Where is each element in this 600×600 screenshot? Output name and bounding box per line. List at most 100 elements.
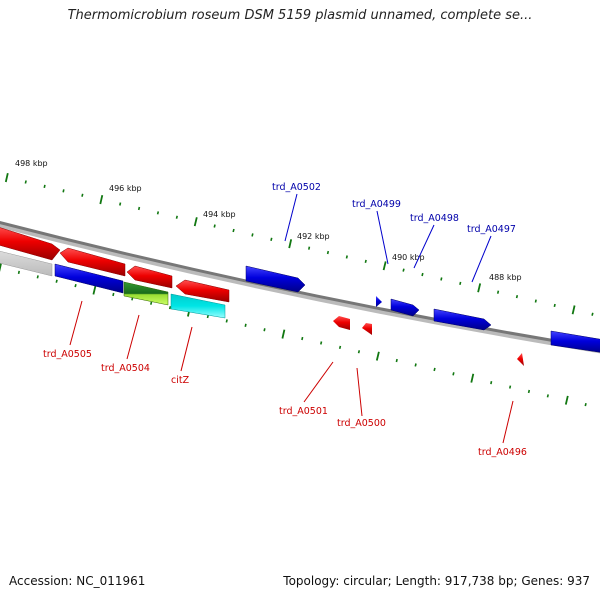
forward-leaders — [284, 193, 492, 283]
gene-trd_A0501[interactable] — [333, 316, 350, 330]
minor-tick — [119, 202, 122, 206]
minor-tick — [496, 290, 500, 294]
major-tick — [281, 329, 286, 339]
minor-tick — [402, 268, 405, 272]
minor-tick — [459, 281, 462, 285]
gene-trd_A0505[interactable] — [54, 263, 124, 294]
minor-tick — [414, 363, 417, 367]
minor-tick — [213, 224, 216, 228]
minor-tick — [534, 299, 537, 303]
minor-tick — [546, 394, 549, 398]
minor-tick — [74, 284, 77, 288]
minor-tick — [515, 295, 519, 299]
minor-tick — [509, 385, 512, 389]
gene-reverse[interactable] — [126, 265, 173, 289]
minor-tick — [17, 270, 20, 275]
minor-tick — [308, 246, 311, 250]
minor-tick — [36, 275, 39, 279]
scale-label: 498 kbp — [15, 159, 48, 168]
minor-tick — [364, 259, 367, 263]
accession-text: Accession: NC_011961 — [9, 574, 146, 588]
minor-tick — [175, 215, 178, 219]
minor-tick — [338, 345, 342, 349]
genome-summary-text: Topology: circular; Length: 917,738 bp; … — [283, 574, 590, 588]
minor-tick — [156, 211, 160, 215]
minor-tick — [263, 328, 266, 332]
backbone-shadow — [0, 221, 600, 354]
gene-trd_A0504[interactable] — [123, 281, 169, 306]
minor-tick — [320, 341, 323, 345]
minor-tick — [591, 312, 594, 316]
gene-trd_A0496[interactable] — [517, 353, 524, 366]
reverse-leaders — [69, 300, 514, 444]
gene-gray[interactable] — [0, 250, 53, 277]
map-title: Thermomicrobium roseum DSM 5159 plasmid … — [67, 8, 533, 23]
minor-tick — [395, 358, 398, 363]
major-tick — [99, 195, 104, 205]
major-tick — [470, 373, 475, 383]
minor-tick — [251, 233, 254, 237]
minor-tick — [81, 193, 84, 197]
gene-label: trd_A0504 — [101, 363, 150, 374]
minor-tick — [24, 180, 27, 184]
minor-tick — [270, 237, 273, 241]
gene-label: trd_A0501 — [279, 406, 328, 417]
minor-tick — [225, 319, 228, 323]
major-tick — [375, 351, 380, 361]
minor-tick — [326, 250, 330, 255]
gene-label: trd_A0500 — [337, 418, 386, 429]
gene-trd_A0500[interactable] — [362, 323, 372, 335]
gene-label: trd_A0499 — [352, 199, 401, 210]
minor-tick — [452, 372, 455, 376]
minor-tick — [490, 381, 493, 385]
major-tick — [92, 285, 97, 295]
gene-label: trd_A0502 — [272, 182, 321, 193]
gene-trd_A0497[interactable] — [433, 308, 492, 331]
upper-scale-ticks — [4, 173, 594, 316]
scale-label: 494 kbp — [203, 210, 236, 219]
gene-citZ[interactable] — [170, 293, 226, 319]
minor-tick — [345, 255, 348, 259]
major-tick — [4, 173, 9, 183]
minor-tick — [357, 350, 361, 354]
minor-tick — [433, 367, 436, 372]
major-tick — [382, 261, 387, 271]
minor-tick — [55, 279, 58, 283]
gene-label: trd_A0497 — [467, 224, 516, 235]
minor-tick — [112, 292, 115, 297]
scale-label: 496 kbp — [109, 184, 142, 193]
lower-scale-ticks — [0, 263, 587, 407]
minor-tick — [168, 306, 172, 310]
minor-tick — [206, 314, 209, 319]
minor-tick — [137, 206, 141, 211]
minor-tick — [150, 301, 153, 305]
gene-reverse[interactable] — [0, 226, 61, 261]
scale-label: 492 kbp — [297, 232, 330, 241]
major-tick — [564, 395, 569, 405]
minor-tick — [584, 403, 587, 407]
scale-label: 490 kbp — [392, 253, 425, 262]
gene-label: trd_A0505 — [43, 349, 92, 360]
minor-tick — [553, 303, 556, 308]
major-tick — [571, 305, 576, 315]
major-tick — [193, 217, 198, 227]
gene-forward[interactable] — [550, 330, 600, 353]
gene-trd_A0499[interactable] — [376, 296, 382, 307]
gene-trd_A0502[interactable] — [245, 265, 306, 293]
minor-tick — [232, 228, 235, 233]
gene-label: trd_A0498 — [410, 213, 459, 224]
minor-tick — [440, 277, 443, 281]
gene-label: trd_A0496 — [478, 447, 527, 458]
major-tick — [0, 263, 2, 273]
major-tick — [477, 283, 482, 293]
gene-reverse[interactable] — [175, 279, 230, 303]
gene-reverse[interactable] — [59, 247, 126, 277]
minor-tick — [527, 389, 531, 394]
gene-trd_A0498[interactable] — [390, 298, 420, 317]
gene-label: citZ — [171, 375, 190, 386]
minor-tick — [421, 272, 424, 277]
major-tick — [288, 239, 293, 249]
minor-tick — [43, 184, 46, 189]
minor-tick — [244, 323, 247, 327]
